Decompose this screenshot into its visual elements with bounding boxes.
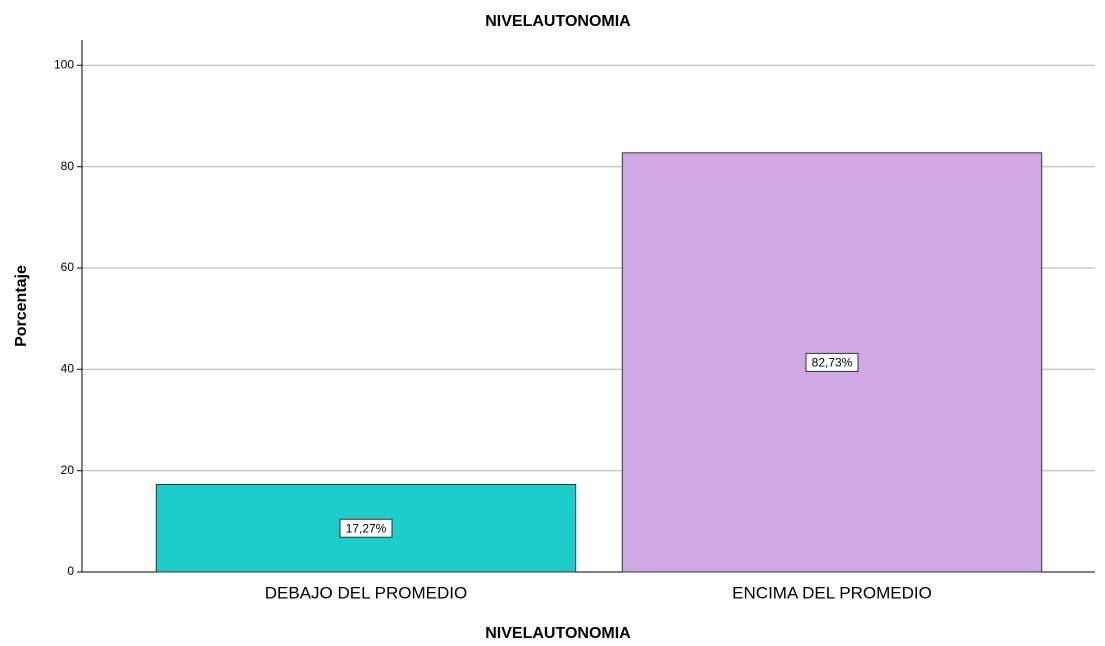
y-tick-label: 0 bbox=[67, 564, 74, 578]
y-tick-label: 80 bbox=[61, 159, 75, 173]
value-label: 82,73% bbox=[812, 356, 853, 370]
y-tick-label: 100 bbox=[54, 58, 74, 72]
value-label-box bbox=[339, 518, 393, 538]
y-tick-label: 60 bbox=[61, 260, 75, 274]
y-tick-label: 40 bbox=[61, 362, 75, 376]
x-axis-title: NIVELAUTONOMIA bbox=[485, 625, 631, 642]
chart-title: NIVELAUTONOMIA bbox=[485, 13, 631, 30]
value-label-box bbox=[805, 352, 859, 372]
y-tick-label: 20 bbox=[61, 463, 75, 477]
x-tick-label: DEBAJO DEL PROMEDIO bbox=[265, 583, 467, 602]
y-axis-title: Porcentaje bbox=[13, 265, 30, 347]
x-tick-label: ENCIMA DEL PROMEDIO bbox=[732, 583, 932, 602]
value-label: 17,27% bbox=[346, 521, 387, 535]
